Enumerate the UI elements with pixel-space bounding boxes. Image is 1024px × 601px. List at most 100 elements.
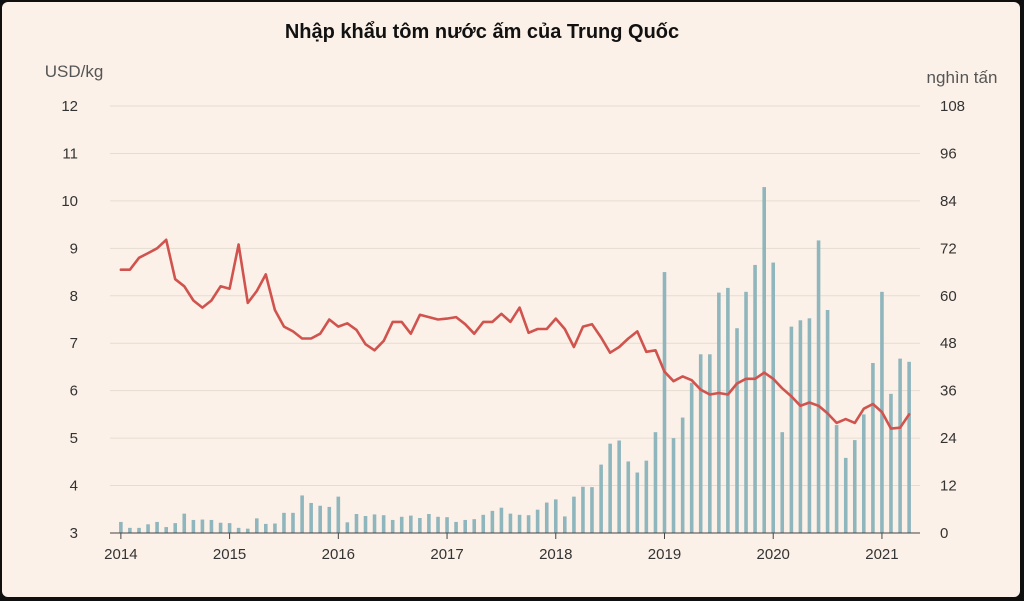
- right-tick-label: 48: [940, 335, 957, 352]
- left-tick-label: 3: [70, 525, 78, 542]
- x-tick-label: 2017: [430, 546, 463, 563]
- bar: [708, 354, 712, 533]
- left-axis-ticks: 12 11 10 9 8 7 6 5 4 3: [61, 98, 78, 542]
- bar: [463, 519, 468, 533]
- bar: [363, 515, 368, 533]
- bar: [635, 472, 640, 533]
- bar: [671, 438, 676, 533]
- right-tick-label: 84: [940, 193, 957, 210]
- x-tick-label: 2020: [757, 546, 790, 563]
- bar: [273, 523, 277, 533]
- bar: [662, 272, 667, 533]
- bar: [345, 522, 350, 533]
- right-tick-label: 12: [940, 478, 957, 495]
- bar: [753, 264, 757, 533]
- price-line: [119, 238, 911, 430]
- bar: [173, 523, 178, 533]
- bar: [418, 517, 422, 533]
- bar: [146, 524, 150, 533]
- bar: [472, 519, 477, 533]
- bar: [726, 287, 730, 533]
- bar: [798, 320, 803, 533]
- bar: [581, 486, 585, 533]
- bar: [834, 425, 839, 533]
- bar: [200, 519, 205, 533]
- bar: [852, 440, 857, 533]
- bar: [816, 240, 821, 534]
- bar: [390, 519, 395, 533]
- left-tick-label: 8: [70, 288, 78, 305]
- left-tick-label: 12: [61, 98, 78, 115]
- bar: [155, 521, 159, 533]
- bar: [236, 527, 241, 533]
- right-tick-label: 36: [940, 383, 957, 400]
- bar: [807, 318, 812, 533]
- left-tick-label: 5: [70, 430, 78, 447]
- bar: [354, 514, 359, 533]
- left-tick-label: 7: [70, 335, 78, 352]
- bar: [689, 382, 694, 533]
- bar: [300, 495, 304, 533]
- bar: [572, 496, 576, 533]
- bar: [182, 513, 187, 533]
- line-series: [119, 238, 911, 430]
- bar: [137, 527, 141, 533]
- x-tick-label: 2015: [213, 546, 246, 563]
- bar: [544, 502, 549, 533]
- right-tick-label: 96: [940, 145, 957, 162]
- bar: [680, 417, 685, 533]
- bar: [191, 519, 196, 533]
- bar: [254, 518, 259, 533]
- bar: [907, 361, 911, 533]
- x-tick-label: 2018: [539, 546, 572, 563]
- right-tick-label: 0: [940, 525, 948, 542]
- bar: [209, 519, 214, 533]
- bar: [562, 516, 567, 533]
- gridlines: [110, 105, 920, 534]
- bar: [599, 464, 603, 533]
- bar: [264, 523, 268, 533]
- bar: [399, 516, 404, 533]
- bar: [481, 514, 486, 533]
- bar: [590, 487, 594, 533]
- bar: [218, 522, 223, 533]
- bar: [119, 521, 123, 533]
- x-tick-label: 2019: [648, 546, 681, 563]
- right-tick-label: 72: [940, 240, 957, 257]
- bar: [128, 527, 132, 533]
- bar: [454, 521, 458, 533]
- left-tick-label: 9: [70, 240, 78, 257]
- bar: [644, 460, 649, 533]
- bar: [291, 512, 295, 533]
- x-tick-label: 2014: [104, 546, 137, 563]
- bar: [427, 514, 431, 533]
- left-tick-label: 4: [70, 478, 78, 495]
- bar: [889, 393, 893, 533]
- bar: [282, 512, 286, 533]
- left-tick-label: 11: [62, 145, 78, 162]
- bar: [698, 354, 703, 533]
- bar: [653, 432, 658, 533]
- bar: [381, 515, 386, 533]
- bar: [825, 310, 830, 533]
- right-tick-label: 108: [940, 98, 965, 115]
- bar: [490, 510, 495, 533]
- right-tick-label: 24: [940, 430, 957, 447]
- bar: [535, 509, 540, 533]
- bar: [327, 506, 332, 533]
- bar: [617, 440, 621, 533]
- bar: [227, 523, 232, 533]
- bar: [309, 502, 313, 533]
- bar: [436, 516, 440, 533]
- bar: [553, 499, 558, 533]
- bar: [336, 496, 341, 533]
- bar: [789, 326, 794, 533]
- bar: [898, 358, 902, 533]
- left-tick-label: 10: [61, 193, 78, 210]
- bar: [626, 461, 631, 533]
- right-axis-ticks: 108 96 84 72 60 48 36 24 12 0: [940, 98, 965, 542]
- bar: [771, 262, 776, 533]
- bar: [744, 291, 748, 533]
